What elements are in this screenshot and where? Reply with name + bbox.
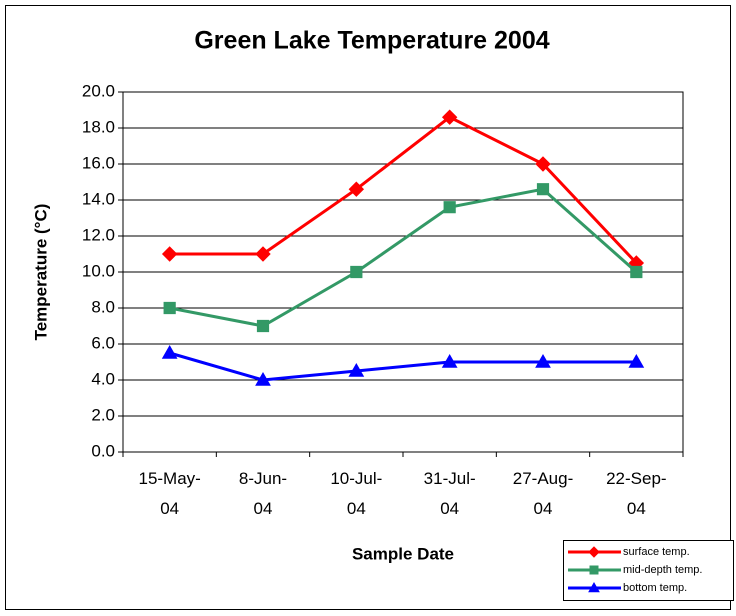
marker	[588, 581, 600, 593]
x-tick-label: 22-Sep-04	[606, 469, 666, 518]
marker	[630, 265, 643, 279]
marker	[588, 546, 600, 558]
series-line	[169, 187, 638, 328]
y-tick-label: 20.0	[82, 81, 115, 100]
y-tick-label: 14.0	[82, 189, 115, 208]
y-tick-label: 8.0	[91, 297, 115, 316]
y-tick-label: 0.0	[91, 441, 115, 460]
y-tick-label: 12.0	[82, 225, 115, 244]
marker	[348, 181, 365, 197]
marker	[441, 109, 458, 125]
y-tick-label: 18.0	[82, 117, 115, 136]
legend: surface temp. mid-depth temp. bottom temp.	[563, 540, 734, 601]
marker	[255, 371, 271, 386]
marker	[441, 353, 458, 368]
y-tick-label: 4.0	[91, 369, 115, 388]
marker	[255, 246, 271, 262]
y-tick-label: 6.0	[91, 333, 115, 352]
y-axis-label: Temperature (°C)	[31, 204, 50, 341]
marker	[589, 565, 599, 575]
legend-label: mid-depth temp.	[623, 564, 702, 576]
legend-label: surface temp.	[623, 546, 690, 558]
x-tick-label: 8-Jun-04	[239, 469, 287, 518]
y-tick-label: 2.0	[91, 405, 115, 424]
y-tick-label: 10.0	[82, 261, 115, 280]
series-line	[169, 115, 638, 265]
y-tick-label: 16.0	[82, 153, 115, 172]
x-tick-label: 31-Jul-04	[424, 469, 476, 518]
marker	[161, 246, 178, 262]
marker	[163, 301, 176, 315]
marker	[256, 319, 270, 333]
x-tick-label: 27-Aug-04	[513, 469, 573, 518]
marker	[628, 353, 645, 368]
x-axis-label: Sample Date	[352, 544, 454, 563]
marker	[536, 183, 550, 196]
chart-title: Green Lake Temperature 2004	[194, 27, 549, 55]
marker	[535, 353, 551, 368]
x-tick-label: 15-May-04	[138, 469, 200, 518]
legend-label: bottom temp.	[623, 582, 687, 594]
x-tick-label: 10-Jul-04	[330, 469, 382, 518]
marker	[535, 156, 551, 172]
marker	[443, 201, 456, 214]
marker	[161, 344, 178, 359]
marker	[348, 362, 365, 377]
marker	[350, 265, 363, 279]
series-line	[169, 351, 637, 382]
